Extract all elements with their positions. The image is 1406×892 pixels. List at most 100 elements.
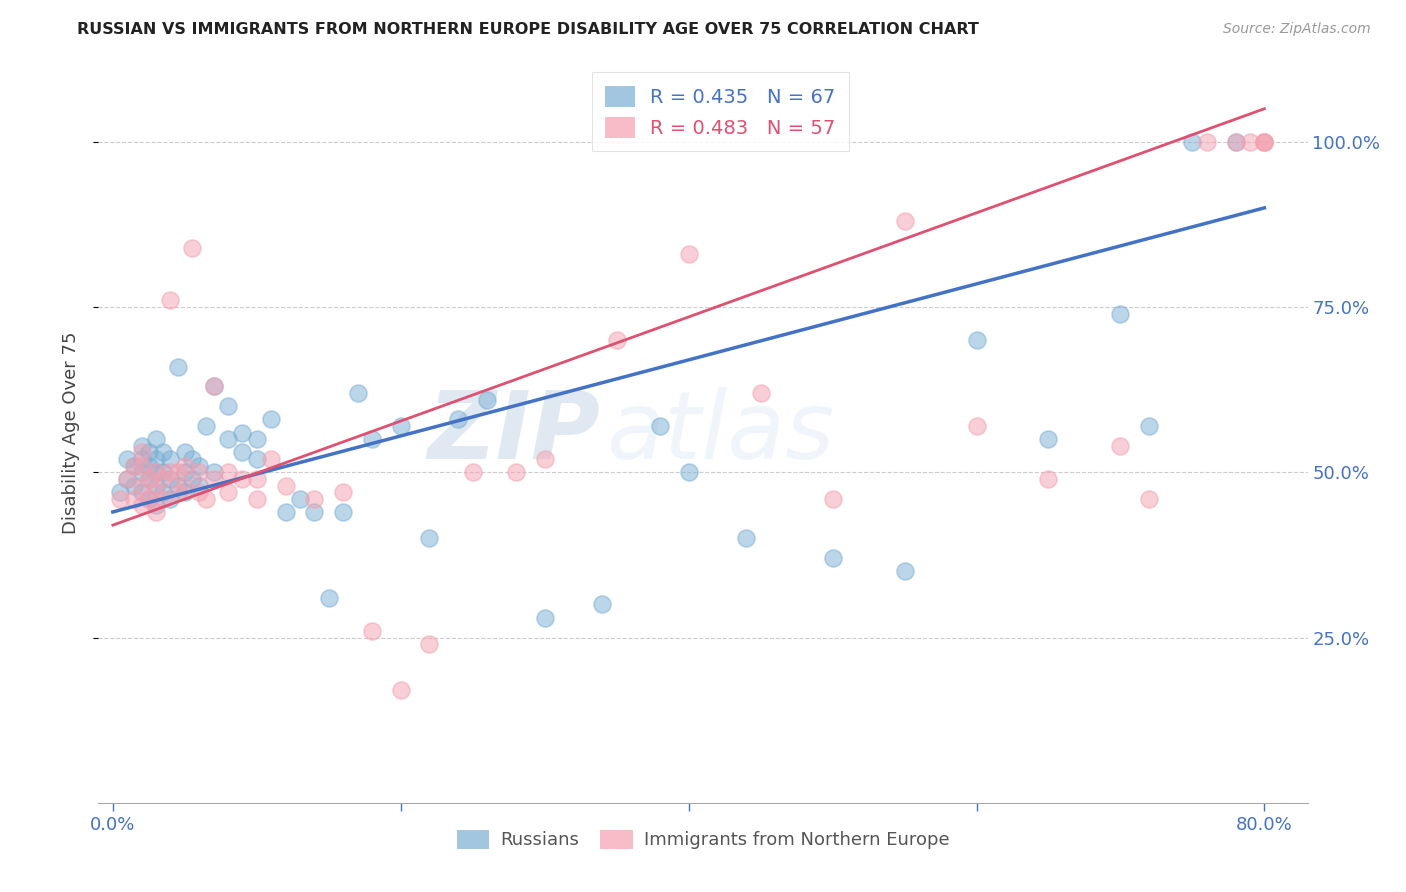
Point	[138, 491, 160, 506]
Point	[124, 458, 146, 473]
Point	[108, 485, 131, 500]
Point	[1109, 439, 1132, 453]
Point	[173, 485, 195, 500]
Point	[1225, 135, 1247, 149]
Point	[966, 419, 988, 434]
Point	[145, 465, 167, 479]
Point	[181, 241, 204, 255]
Point	[821, 491, 844, 506]
Point	[131, 499, 153, 513]
Text: RUSSIAN VS IMMIGRANTS FROM NORTHERN EUROPE DISABILITY AGE OVER 75 CORRELATION CH: RUSSIAN VS IMMIGRANTS FROM NORTHERN EURO…	[77, 22, 979, 37]
Point	[202, 472, 225, 486]
Point	[217, 432, 239, 446]
Point	[332, 505, 354, 519]
Point	[231, 472, 253, 486]
Point	[131, 452, 153, 467]
Point	[202, 379, 225, 393]
Point	[461, 465, 484, 479]
Point	[145, 452, 167, 467]
Point	[145, 485, 167, 500]
Point	[304, 505, 326, 519]
Point	[166, 359, 188, 374]
Point	[389, 683, 412, 698]
Point	[346, 386, 368, 401]
Point	[138, 458, 160, 473]
Point	[181, 472, 204, 486]
Legend: Russians, Immigrants from Northern Europe: Russians, Immigrants from Northern Europ…	[450, 822, 956, 856]
Point	[159, 472, 181, 486]
Point	[138, 472, 160, 486]
Point	[678, 465, 700, 479]
Text: atlas: atlas	[606, 387, 835, 478]
Point	[188, 465, 211, 479]
Point	[138, 491, 160, 506]
Point	[115, 452, 138, 467]
Point	[1109, 307, 1132, 321]
Point	[389, 419, 412, 434]
Point	[475, 392, 498, 407]
Point	[166, 478, 188, 492]
Point	[152, 465, 174, 479]
Point	[260, 452, 283, 467]
Point	[1181, 135, 1204, 149]
Point	[418, 637, 440, 651]
Point	[159, 465, 181, 479]
Point	[246, 452, 269, 467]
Point	[138, 445, 160, 459]
Point	[195, 419, 218, 434]
Point	[533, 452, 555, 467]
Point	[166, 465, 188, 479]
Point	[1038, 472, 1060, 486]
Point	[591, 598, 613, 612]
Point	[145, 499, 167, 513]
Point	[304, 491, 326, 506]
Point	[893, 214, 915, 228]
Point	[115, 472, 138, 486]
Point	[159, 491, 181, 506]
Point	[115, 472, 138, 486]
Point	[152, 472, 174, 486]
Point	[231, 425, 253, 440]
Point	[131, 458, 153, 473]
Point	[246, 432, 269, 446]
Point	[893, 565, 915, 579]
Point	[173, 445, 195, 459]
Point	[173, 465, 195, 479]
Point	[145, 505, 167, 519]
Point	[131, 485, 153, 500]
Point	[145, 478, 167, 492]
Point	[246, 472, 269, 486]
Point	[735, 532, 758, 546]
Point	[1038, 432, 1060, 446]
Point	[966, 333, 988, 347]
Point	[821, 551, 844, 566]
Point	[274, 478, 297, 492]
Point	[361, 624, 384, 638]
Point	[173, 458, 195, 473]
Point	[1253, 135, 1275, 149]
Point	[152, 445, 174, 459]
Point	[418, 532, 440, 546]
Point	[318, 591, 340, 605]
Y-axis label: Disability Age Over 75: Disability Age Over 75	[62, 331, 80, 534]
Point	[1253, 135, 1275, 149]
Point	[138, 472, 160, 486]
Point	[173, 478, 195, 492]
Point	[447, 412, 470, 426]
Point	[1195, 135, 1218, 149]
Point	[332, 485, 354, 500]
Point	[246, 491, 269, 506]
Point	[131, 465, 153, 479]
Point	[231, 445, 253, 459]
Point	[1253, 135, 1275, 149]
Point	[217, 485, 239, 500]
Point	[678, 247, 700, 261]
Point	[108, 491, 131, 506]
Point	[1225, 135, 1247, 149]
Point	[181, 452, 204, 467]
Point	[131, 439, 153, 453]
Point	[202, 465, 225, 479]
Point	[361, 432, 384, 446]
Point	[274, 505, 297, 519]
Point	[131, 445, 153, 459]
